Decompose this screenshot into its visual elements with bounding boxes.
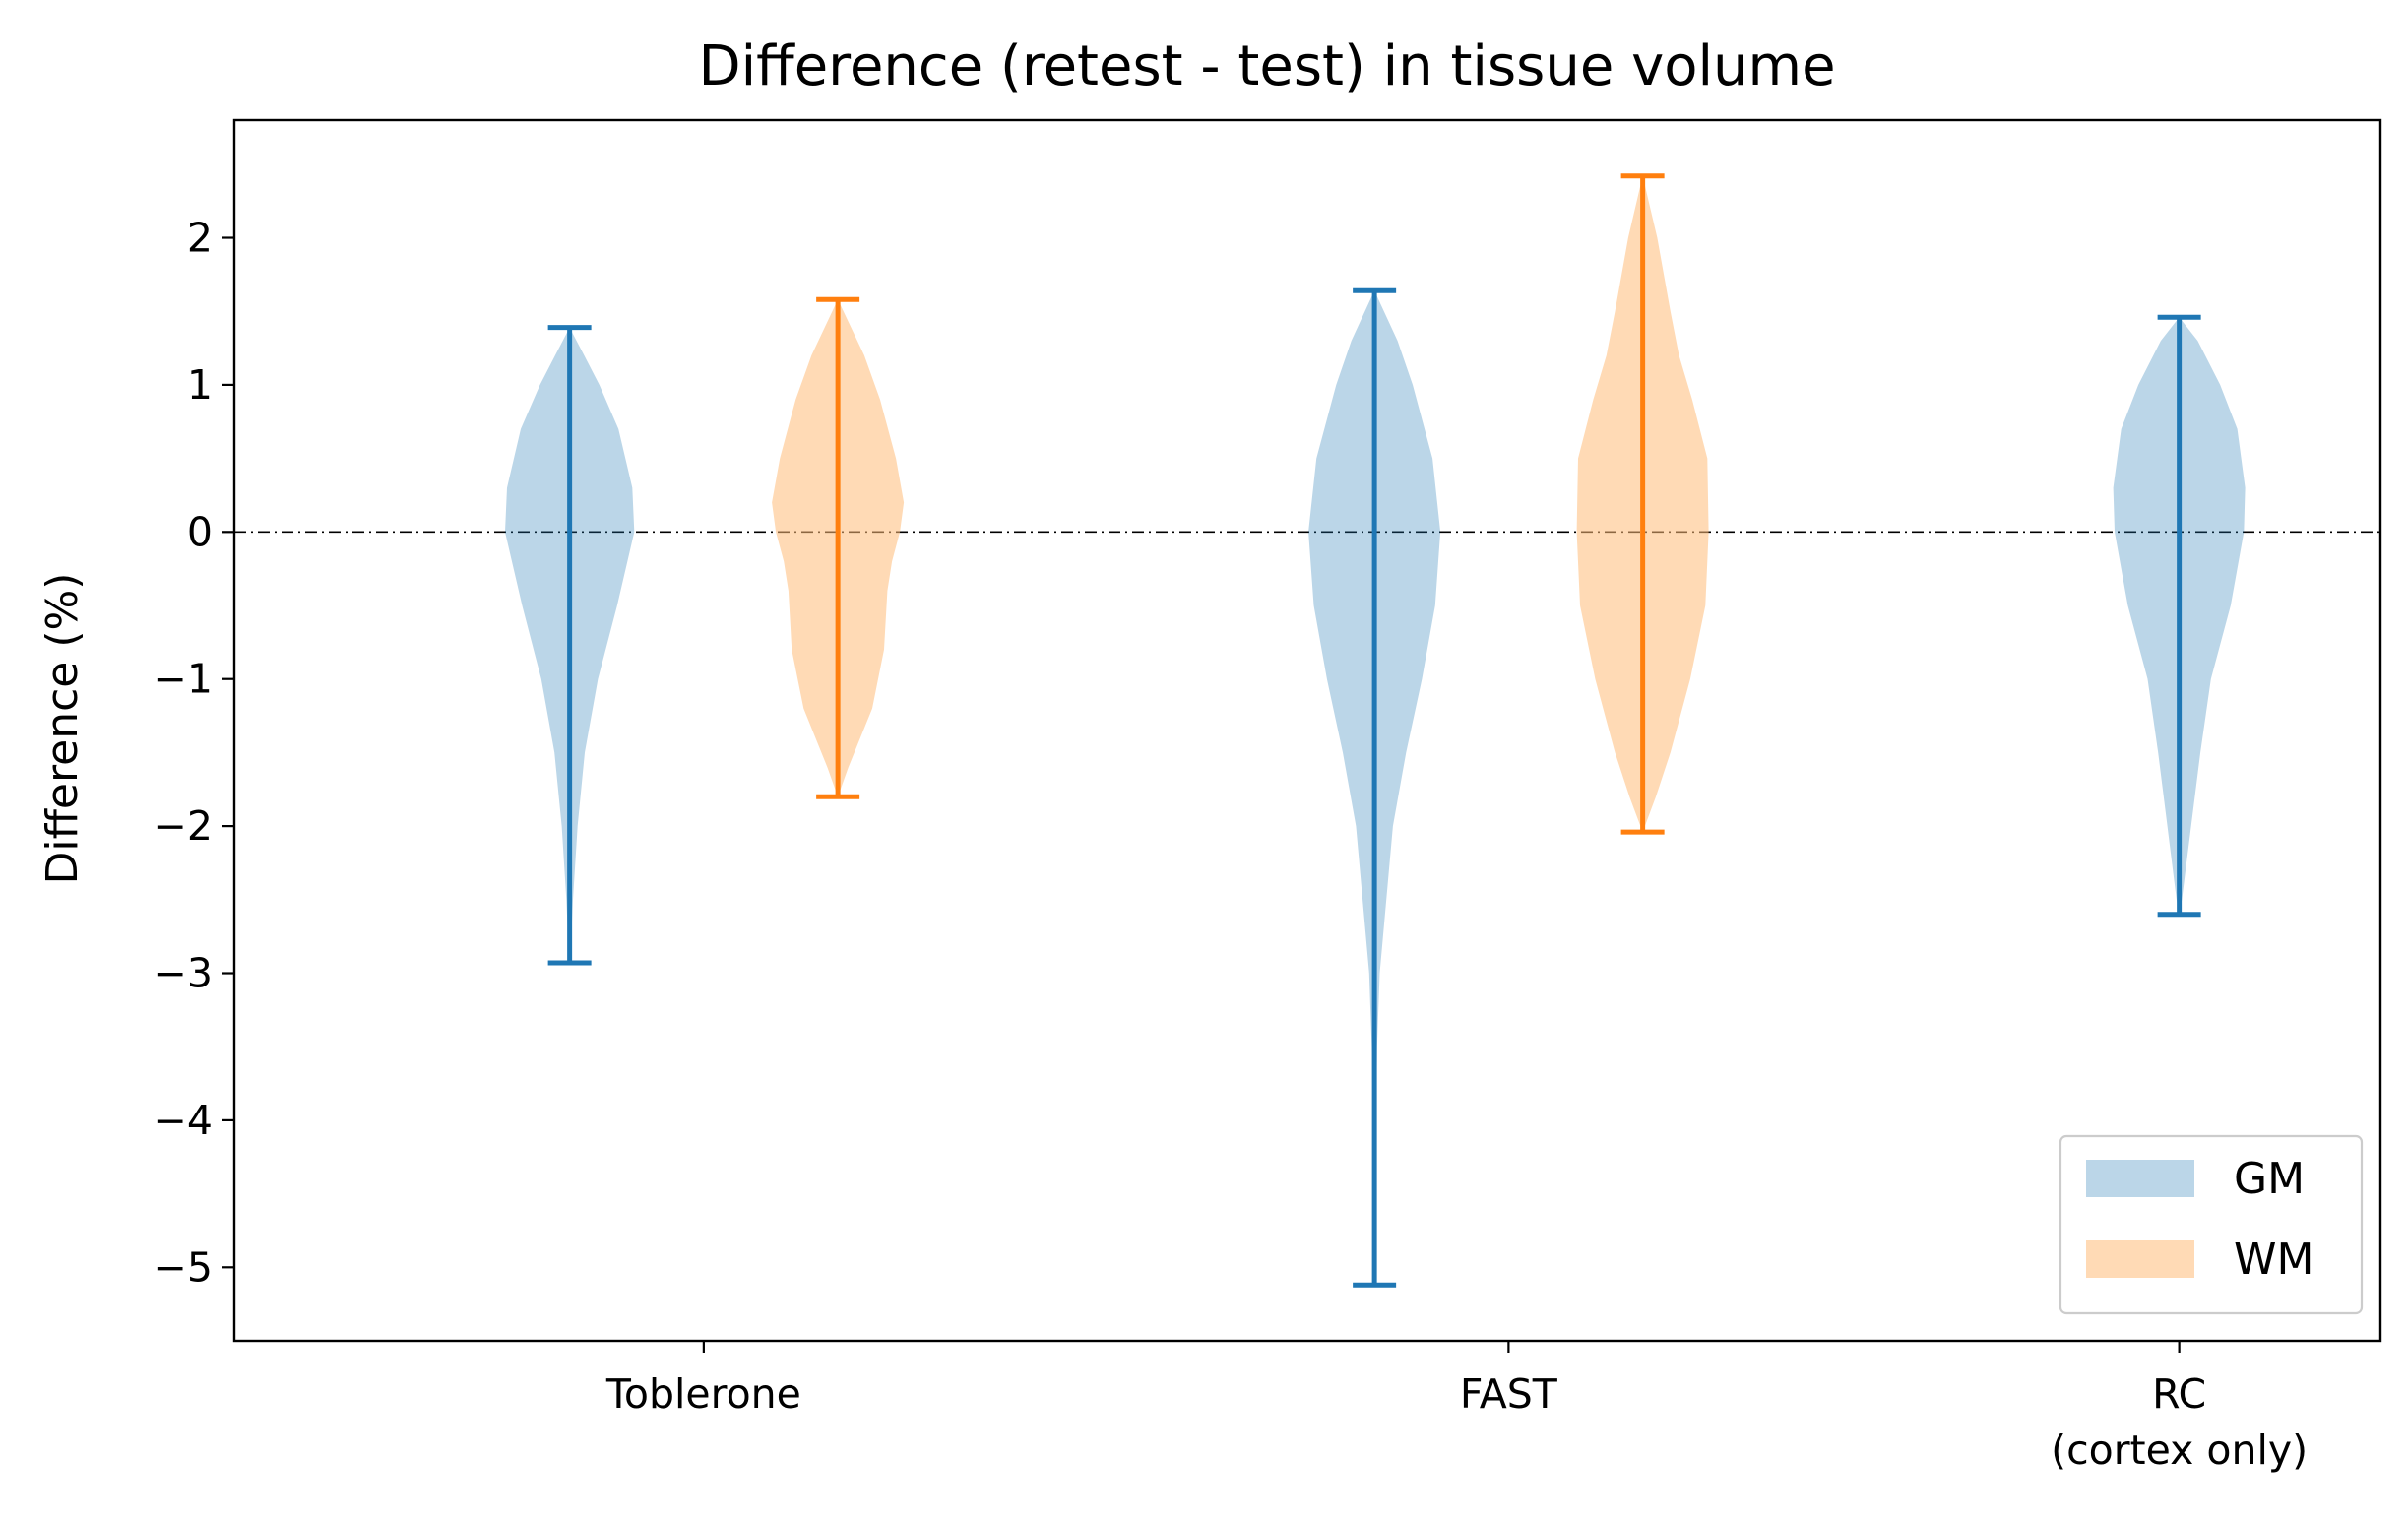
x-tick-label-line: (cortex only)	[2051, 1427, 2308, 1474]
chart-title: Difference (retest - test) in tissue vol…	[698, 34, 1835, 98]
y-axis-label: Difference (%)	[37, 573, 88, 885]
legend-swatch-wm	[2086, 1240, 2194, 1278]
y-tick-label: 1	[187, 361, 213, 409]
x-tick-label: FAST	[1460, 1370, 1558, 1418]
legend-label-wm: WM	[2234, 1235, 2313, 1285]
y-tick-label: −2	[154, 802, 213, 850]
x-tick-label: RC (cortex only)	[2051, 1370, 2308, 1474]
y-tick-label: −1	[154, 656, 213, 703]
x-tick-label-line: RC	[2152, 1370, 2206, 1418]
x-tick-label-line: Toblerone	[605, 1370, 801, 1418]
y-tick-label: −5	[154, 1243, 213, 1291]
plot-frame	[232, 118, 2382, 1343]
y-tick-label: 0	[187, 508, 213, 555]
x-tick-label: Toblerone	[605, 1370, 801, 1418]
legend-swatch-gm	[2086, 1160, 2194, 1197]
legend: GM WM	[2059, 1134, 2364, 1315]
y-tick-label: −4	[154, 1097, 213, 1144]
x-tick-label-line: FAST	[1460, 1370, 1558, 1418]
y-tick-label: −3	[154, 950, 213, 997]
y-tick-label: 2	[187, 215, 213, 262]
axes: −5 −4 −3 −2 −1 0 1 2 Toblerone FAST RC (cortex only…	[154, 118, 2382, 1474]
legend-label-gm: GM	[2234, 1154, 2305, 1204]
plot-area	[234, 173, 2380, 1288]
